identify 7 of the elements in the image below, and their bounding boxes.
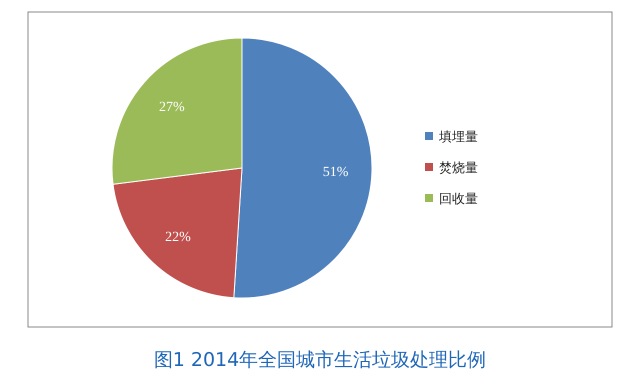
text: 图1 2014年全国城市生活垃圾处理比例 xyxy=(154,349,486,371)
legend-label: 焚烧量 xyxy=(439,161,478,176)
legend-label: 回收量 xyxy=(439,192,478,207)
data-label: 51% xyxy=(322,164,349,180)
legend-label: 填埋量 xyxy=(438,130,478,145)
data-label: 22% xyxy=(165,230,192,246)
data-label: 27% xyxy=(158,100,185,116)
